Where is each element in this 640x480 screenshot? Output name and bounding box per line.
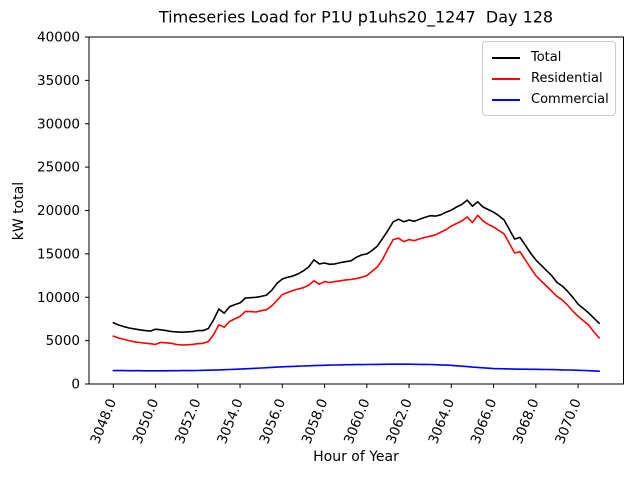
legend-item-total: Total	[492, 47, 607, 68]
legend-item-residential: Residential	[492, 68, 607, 89]
y-tick-label: 30000	[37, 116, 80, 132]
chart-title: Timeseries Load for P1U p1uhs20_1247 Day…	[158, 7, 554, 27]
x-tick-label: 3062.0	[383, 397, 416, 447]
x-axis-label: Hour of Year	[313, 449, 399, 465]
x-tick-label: 3050.0	[130, 397, 163, 447]
legend-label-commercial: Commercial	[531, 92, 609, 107]
y-tick-label: 15000	[37, 246, 80, 262]
x-tick-label: 3056.0	[256, 397, 289, 447]
x-tick-label: 3060.0	[341, 397, 374, 447]
y-tick-label: 40000	[37, 30, 80, 46]
x-tick-label: 3066.0	[468, 397, 501, 447]
legend-label-total: Total	[531, 50, 562, 65]
x-tick-label: 3058.0	[299, 397, 332, 447]
x-tick-label: 3054.0	[214, 397, 247, 447]
y-tick-label: 25000	[37, 160, 80, 176]
y-tick-label: 10000	[37, 290, 80, 306]
legend-item-commercial: Commercial	[492, 89, 609, 110]
y-tick-label: 0	[71, 377, 80, 393]
total-series-line	[112, 199, 601, 334]
commercial-line-swatch	[492, 98, 520, 101]
x-tick-label: 3064.0	[425, 397, 458, 447]
y-tick-label: 5000	[46, 333, 80, 349]
x-tick-label: 3052.0	[172, 397, 205, 447]
residential-line-swatch	[492, 77, 520, 80]
x-tick-label: 3068.0	[510, 397, 543, 447]
residential-series-line	[112, 214, 601, 346]
y-tick-label: 20000	[37, 203, 80, 219]
legend: Total Residential Commercial	[482, 41, 616, 116]
legend-label-residential: Residential	[531, 71, 603, 86]
y-tick-label: 35000	[37, 73, 80, 89]
x-tick-label: 3048.0	[87, 397, 120, 447]
total-line-swatch	[492, 56, 520, 59]
x-tick-label: 3070.0	[552, 397, 585, 447]
commercial-series-line	[112, 363, 601, 373]
